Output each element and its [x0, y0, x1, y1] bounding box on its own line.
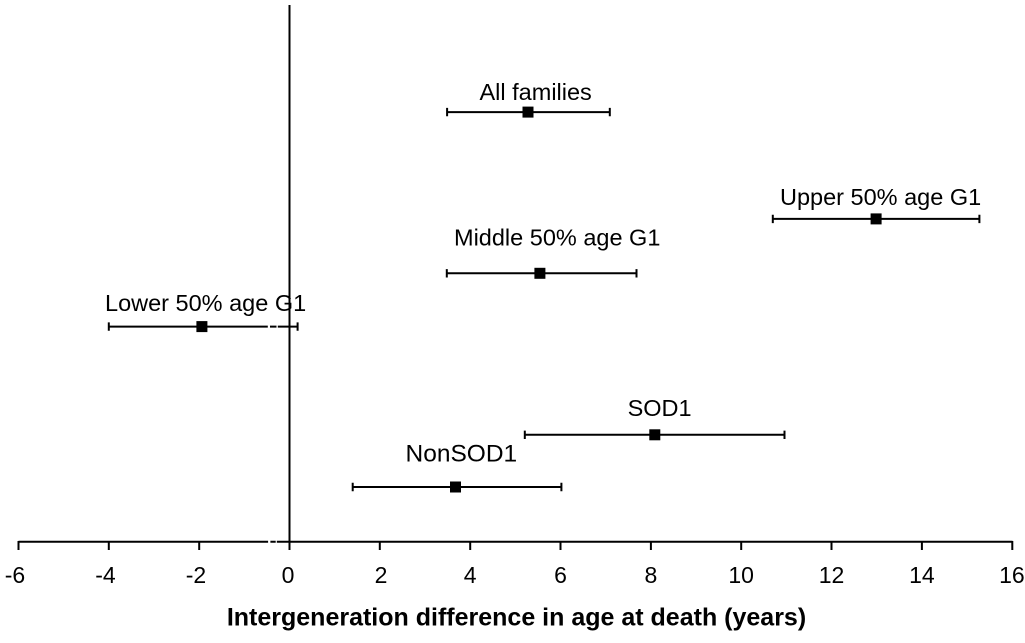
svg-text:Lower 50% age G1: Lower 50% age G1	[105, 290, 306, 316]
svg-text:NonSOD1: NonSOD1	[406, 440, 518, 467]
svg-text:4: 4	[464, 562, 477, 588]
svg-text:14: 14	[909, 562, 935, 588]
svg-text:All families: All families	[480, 79, 592, 105]
svg-text:Middle 50% age G1: Middle 50% age G1	[454, 224, 660, 250]
svg-text:16: 16	[999, 562, 1025, 588]
svg-text:6: 6	[554, 562, 567, 588]
svg-text:8: 8	[645, 562, 658, 588]
svg-text:-6: -6	[5, 562, 25, 588]
svg-text:10: 10	[728, 562, 754, 588]
svg-text:-4: -4	[95, 562, 116, 588]
svg-text:Upper 50% age G1: Upper 50% age G1	[780, 184, 981, 210]
svg-text:SOD1: SOD1	[628, 395, 692, 421]
svg-text:-2: -2	[186, 562, 206, 588]
svg-text:0: 0	[282, 562, 295, 588]
svg-text:2: 2	[375, 562, 388, 588]
svg-text:Intergeneration difference in: Intergeneration difference in age at dea…	[227, 604, 806, 632]
svg-text:12: 12	[819, 562, 845, 588]
